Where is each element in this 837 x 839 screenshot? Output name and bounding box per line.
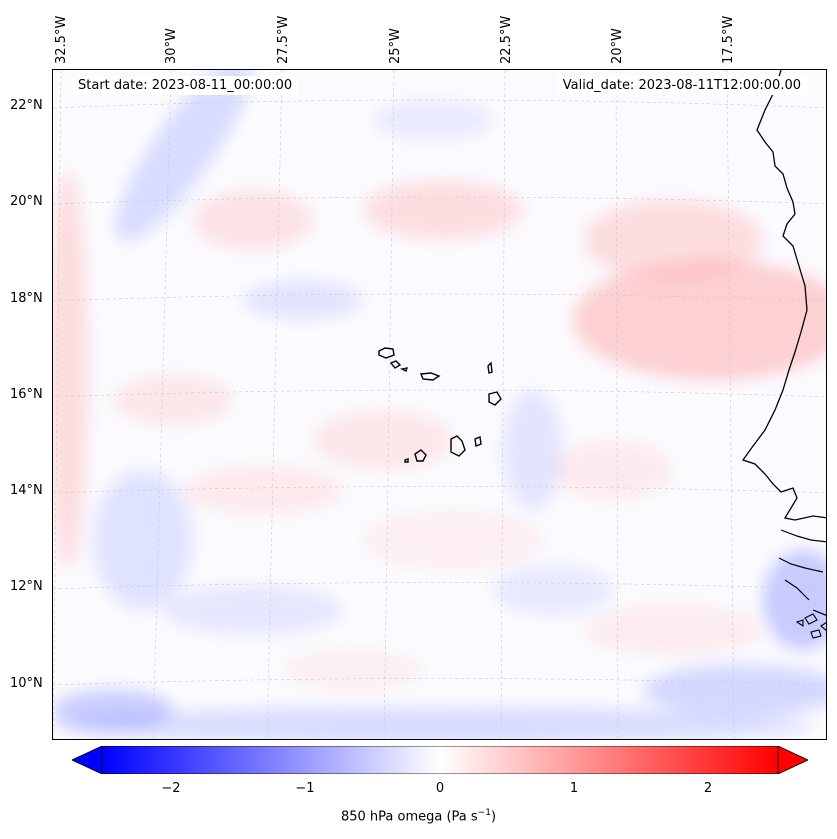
lat-label-20n: 20°N [10,194,43,209]
map-panel[interactable] [52,69,827,740]
start-date-label: Start date: 2023-08-11_00:00:00 [72,76,299,95]
west-africa-coastline [741,70,826,521]
lat-label-22n: 22°N [10,98,43,113]
colorbar-label: 850 hPa omega (Pa s−1) [340,808,497,825]
lat-label-18n: 18°N [10,291,43,306]
lat-label-14n: 14°N [10,483,43,498]
colorbar-extend-high [777,746,808,774]
cape-verde-islands [378,347,502,463]
lon-label-27.5w: 27.5°W [276,15,291,64]
colorbar-extend-low [72,746,103,774]
omega-field-map [53,70,826,739]
lon-label-30w: 30°W [164,28,179,64]
colorbar-tick-neg2: −2 [161,781,181,796]
gambia-estuary [778,529,826,616]
graticule [53,70,826,739]
colorbar-tick-2: 2 [703,781,713,796]
lat-label-16n: 16°N [10,387,43,402]
lon-label-22.5w: 22.5°W [499,15,514,64]
lon-label-20w: 20°W [610,28,625,64]
omega-anomalies [53,70,826,739]
valid-date-label: Valid_date: 2023-08-11T12:00:00.00 [556,76,807,95]
lat-label-12n: 12°N [10,579,43,594]
colorbar-gradient [101,746,779,774]
lon-label-17.5w: 17.5°W [721,15,736,64]
lon-label-25w: 25°W [388,28,403,64]
lon-label-32.5w: 32.5°W [54,15,69,64]
colorbar [72,746,808,774]
colorbar-tick-1: 1 [569,781,579,796]
colorbar-tick-0: 0 [435,781,445,796]
colorbar-tick-neg1: −1 [295,781,315,796]
lat-label-10n: 10°N [10,676,43,691]
bijagos-islands [795,613,826,639]
